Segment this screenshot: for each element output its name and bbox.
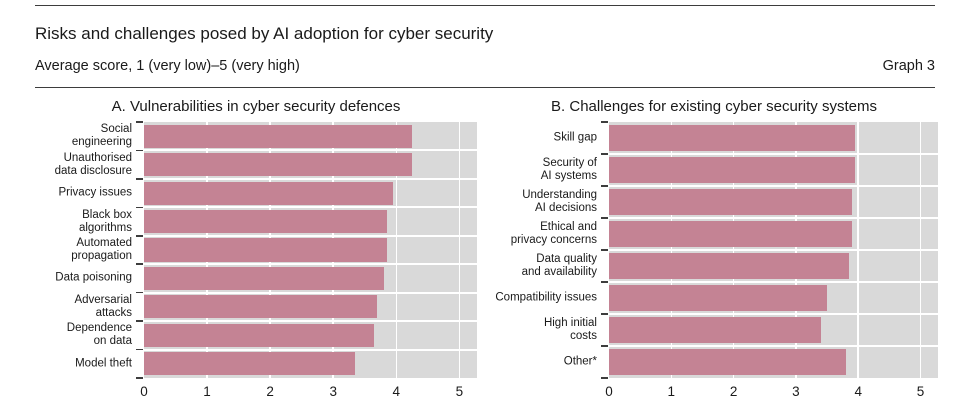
bar	[609, 285, 828, 311]
y-axis-tick	[601, 185, 608, 187]
y-axis-tick	[136, 121, 143, 123]
bar	[144, 323, 375, 347]
category-label: Model theft	[75, 357, 132, 370]
bar	[609, 189, 852, 215]
y-axis-tick	[136, 320, 143, 322]
y-axis-tick	[136, 178, 143, 180]
bar	[609, 253, 849, 279]
y-axis-tick	[136, 291, 143, 294]
gridline	[458, 122, 461, 378]
panel-title: B. Challenges for existing cyber securit…	[551, 98, 877, 115]
bar	[144, 266, 384, 290]
y-axis-tick	[601, 313, 608, 315]
bar	[144, 295, 378, 319]
y-axis-tick	[601, 345, 608, 347]
y-axis-tick	[601, 217, 608, 219]
row-separator	[144, 177, 477, 180]
y-axis-tick	[136, 206, 143, 209]
row-separator	[144, 263, 477, 266]
category-label: Understanding AI decisions	[522, 189, 597, 214]
row-separator	[609, 153, 938, 155]
bar	[609, 157, 856, 183]
mid-rule	[35, 87, 935, 88]
y-axis-tick	[601, 249, 608, 251]
top-rule	[35, 5, 935, 6]
row-separator	[609, 345, 938, 347]
panel-b-challenges: B. Challenges for existing cyber securit…	[490, 96, 938, 406]
bar	[609, 317, 821, 343]
x-tick-label: 5	[916, 384, 925, 399]
chart-title: Risks and challenges posed by AI adoptio…	[35, 24, 494, 43]
y-axis-tick	[601, 281, 608, 283]
category-label: Compatibility issues	[495, 291, 597, 304]
x-tick-label: 5	[455, 384, 464, 399]
row-separator	[144, 320, 477, 323]
x-tick-label: 4	[392, 384, 401, 399]
row-separator	[144, 206, 477, 209]
bar	[609, 221, 852, 247]
x-tick-label: 2	[266, 384, 274, 399]
category-label: Dependence on data	[66, 322, 132, 348]
row-separator	[609, 249, 938, 251]
chart-body: Social engineering Unauthorised data disc…	[35, 121, 477, 406]
bar	[144, 352, 356, 376]
row-separator	[609, 281, 938, 283]
chart-panels: A. Vulnerabilities in cyber security def…	[0, 96, 970, 406]
y-axis-tick	[601, 121, 608, 123]
x-tick-label: 0	[605, 384, 613, 399]
gridline	[395, 122, 398, 378]
y-axis-tick	[136, 263, 143, 265]
category-label: Security of AI systems	[540, 157, 597, 182]
y-axis-tick	[601, 377, 608, 379]
row-separator	[144, 348, 477, 351]
graph-number-label: Graph 3	[882, 58, 935, 74]
chart-subtitle: Average score, 1 (very low)–5 (very high…	[35, 58, 300, 74]
row-separator	[144, 234, 477, 237]
x-tick-label: 2	[729, 384, 738, 399]
x-tick-label: 3	[792, 384, 800, 399]
category-label: Skill gap	[553, 131, 597, 144]
bar	[609, 125, 856, 151]
x-tick-label: 4	[854, 384, 862, 399]
row-separator	[609, 217, 938, 219]
category-label: Privacy issues	[58, 186, 133, 199]
category-label: Data poisoning	[55, 271, 132, 284]
x-tick-label: 0	[140, 384, 148, 399]
x-tick-label: 1	[667, 384, 676, 399]
bar	[144, 124, 413, 148]
category-label: Ethical and privacy concerns	[510, 221, 597, 246]
category-label: Black box algorithms	[78, 208, 132, 234]
x-tick-label: 1	[203, 384, 211, 399]
subtitle-row: Average score, 1 (very low)–5 (very high…	[35, 58, 935, 74]
category-label: Unauthorised data disclosure	[54, 151, 132, 177]
category-label: Data quality and availability	[521, 253, 597, 278]
chart-body: Skill gap Security of AI systems Understan…	[490, 121, 938, 406]
plot-area	[609, 122, 938, 378]
bar	[144, 153, 413, 177]
y-axis-tick	[136, 377, 143, 379]
plot-area	[144, 122, 477, 378]
row-separator	[144, 149, 477, 152]
row-separator	[609, 185, 938, 187]
panel-title: A. Vulnerabilities in cyber security def…	[111, 98, 401, 115]
category-label: Automated propagation	[71, 237, 132, 262]
bar	[609, 349, 846, 375]
bar	[144, 238, 387, 262]
row-separator	[144, 291, 477, 294]
bar	[144, 181, 394, 205]
panel-a-vulnerabilities: A. Vulnerabilities in cyber security def…	[35, 96, 477, 406]
bar	[144, 210, 387, 234]
category-label: Other*	[563, 355, 597, 368]
category-label: Social engineering	[71, 123, 132, 149]
row-separator	[609, 313, 938, 315]
category-label: High initial costs	[543, 317, 597, 342]
y-axis-tick	[136, 348, 143, 351]
y-axis-tick	[136, 149, 143, 152]
x-tick-label: 3	[329, 384, 337, 399]
category-label: Adversarial attacks	[74, 293, 132, 319]
y-axis-tick	[601, 153, 608, 155]
y-axis-tick	[136, 235, 143, 237]
